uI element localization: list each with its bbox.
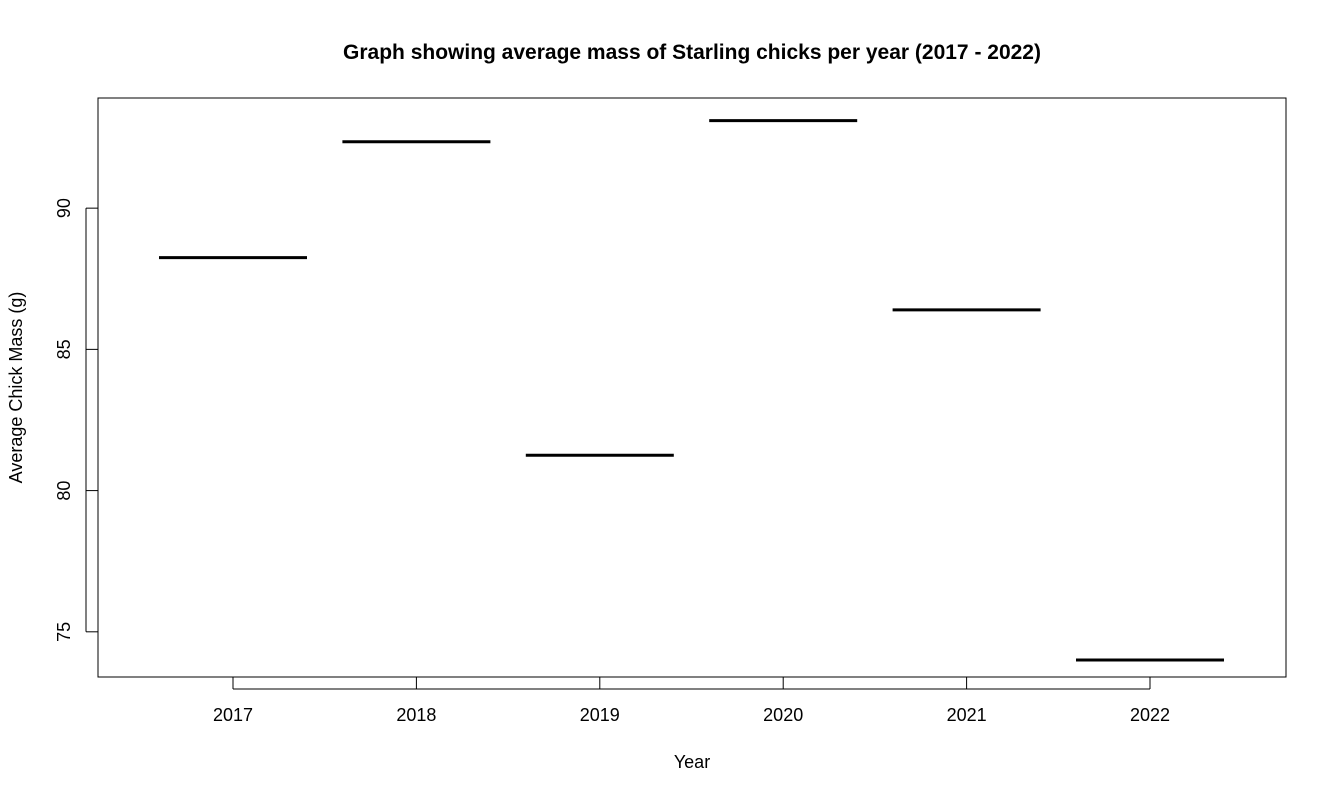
- y-tick-label: 90: [54, 198, 74, 218]
- x-tick-label: 2017: [213, 705, 253, 725]
- y-tick-label: 85: [54, 339, 74, 359]
- x-tick-label: 2019: [580, 705, 620, 725]
- y-axis: 75 80 85 90: [54, 198, 98, 642]
- x-tick-label: 2020: [763, 705, 803, 725]
- y-axis-title: Average Chick Mass (g): [6, 292, 26, 484]
- x-axis: 2017 2018 2019 2020 2021 2022: [213, 677, 1170, 725]
- y-tick-label: 75: [54, 622, 74, 642]
- data-marks: [159, 119, 1224, 662]
- plot-frame: [97, 97, 1287, 678]
- x-tick-label: 2018: [396, 705, 436, 725]
- x-tick-label: 2021: [947, 705, 987, 725]
- x-axis-title: Year: [674, 752, 710, 772]
- chart-title: Graph showing average mass of Starling c…: [343, 41, 1041, 64]
- y-tick-label: 80: [54, 481, 74, 501]
- x-tick-label: 2022: [1130, 705, 1170, 725]
